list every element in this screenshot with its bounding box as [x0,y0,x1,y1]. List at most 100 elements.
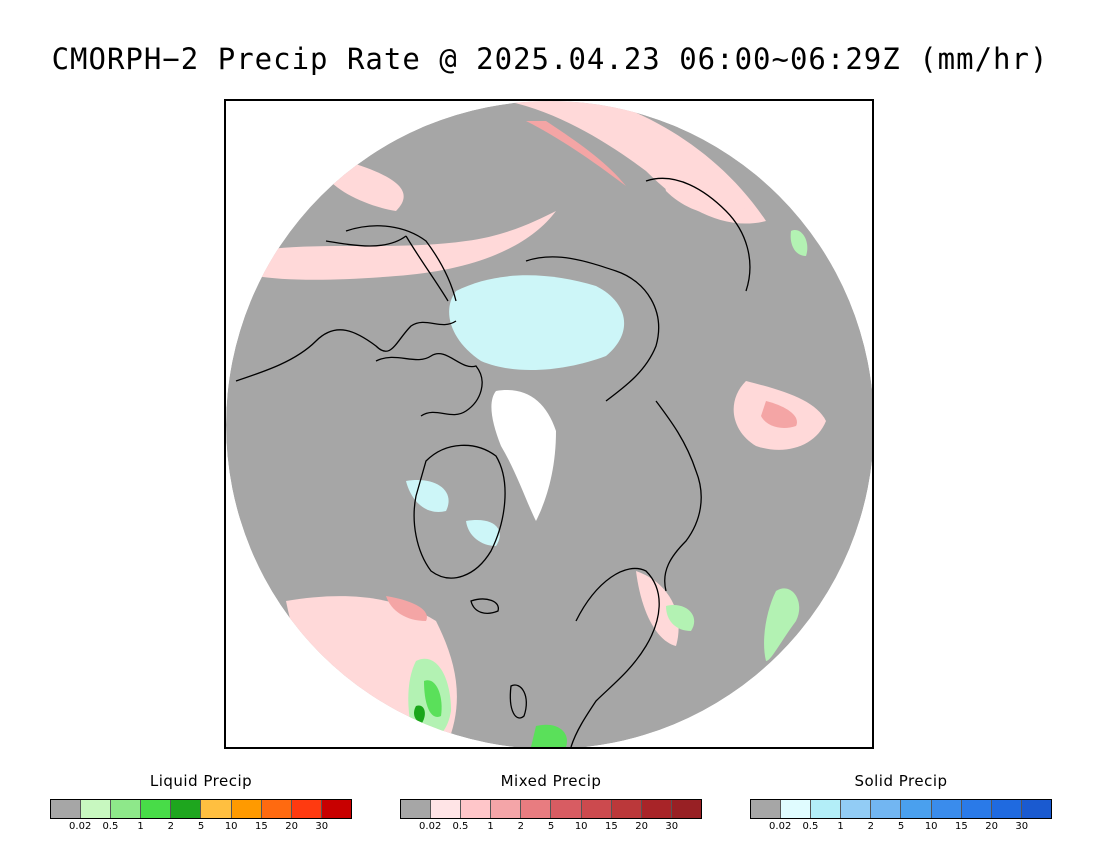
legend-liquid-swatch [321,800,351,818]
legend-solid-swatch [901,800,932,818]
legend-mixed-title: Mixed Precip [500,772,602,790]
map-title: CMORPH−2 Precip Rate @ 2025.04.23 06:00~… [51,42,1049,76]
legend-solid-tick-label: 1 [837,821,844,832]
legend-solid-swatch [841,800,872,818]
coastline-greenland [413,444,506,579]
precip-map [224,99,874,749]
legend-mixed-swatch [491,800,522,818]
legend-solid-swatch [871,800,902,818]
legend-solid-tick-label: 2 [867,821,874,832]
coastlines [235,177,751,747]
legend-mixed-tick-label: 15 [605,821,618,832]
legend-liquid-swatch [111,800,142,818]
legend-solid-tick-label: 0.5 [802,821,819,832]
legend-liquid-tick-label: 0.5 [102,821,119,832]
legend-liquid-colorbar [50,799,352,819]
legend-solid-swatch [991,800,1022,818]
mixed-precip-core-southwest [386,596,427,621]
solid-precip-arctic-light [449,275,625,371]
legend-liquid-swatch [171,800,202,818]
solid-precip-greenland-light [406,480,449,512]
legend-mixed-tick-label: 5 [547,821,555,832]
legend-liquid-tick-label: 20 [285,821,298,832]
coastline-siberia [525,256,660,402]
legend-mixed-tick-label: 0.02 [419,821,442,832]
legend-liquid-swatch [51,800,82,818]
legend-liquid-swatch [231,800,262,818]
legend-mixed-swatch [521,800,552,818]
liquid-precip-atlantic-mid [424,680,442,717]
coastline-far-east [645,177,751,292]
legend-mixed: Mixed Precip 0.02 0.5 1 2 5 10 15 20 30 [400,772,702,835]
coastline-russia-north [655,400,702,592]
mixed-precip-band-northeast [656,151,746,215]
liquid-precip-areas [408,230,808,747]
liquid-precip-europe-mid [531,724,567,747]
legend-liquid-tick-label: 30 [315,821,329,832]
legend-solid-tick-label: 20 [985,821,998,832]
legend-mixed-swatch [461,800,492,818]
legend-liquid-swatch [141,800,172,818]
legend-solid-tick-label: 30 [1015,821,1029,832]
legend-mixed-swatch [581,800,612,818]
legend-mixed-swatch [611,800,642,818]
legend-solid-tick-label: 0.02 [769,821,792,832]
legend-liquid-ticks: 0.02 0.5 1 2 5 10 15 20 30 [50,821,352,835]
coastline-north-america [235,320,457,382]
liquid-precip-east-light [790,230,808,256]
legend-mixed-swatch [401,800,432,818]
liquid-precip-russia-light [666,605,695,631]
mixed-precip-areas [256,101,826,747]
liquid-precip-siberia-light [764,588,800,661]
legend-solid-swatch [781,800,812,818]
legend-liquid-tick-label: 5 [197,821,205,832]
legend-mixed-colorbar [400,799,702,819]
legend-solid-swatch [931,800,962,818]
legend-solid-swatch [811,800,842,818]
legend-mixed-tick-label: 30 [665,821,679,832]
legend-mixed-swatch [431,800,462,818]
mixed-precip-band-scandinavia [636,571,679,646]
legend-mixed-tick-label: 20 [635,821,648,832]
legend-liquid-swatch [81,800,112,818]
legend-liquid: Liquid Precip 0.02 0.5 1 2 5 10 15 20 30 [50,772,352,835]
legend-liquid-title: Liquid Precip [149,772,253,790]
legend-liquid-swatch [261,800,292,818]
legend-mixed-swatch [641,800,672,818]
coastline-alaska [345,225,457,302]
legend-mixed-tick-label: 10 [574,821,588,832]
solid-precip-areas [406,275,625,546]
mixed-precip-core-east [761,401,797,428]
legend-solid-tick-label: 10 [924,821,938,832]
coastline-scandinavia [570,567,660,747]
solid-precip-baffin-light [466,520,500,546]
coastline-iceland [470,598,499,614]
legend-solid-swatch [751,800,782,818]
liquid-precip-atlantic-dark [414,705,425,723]
coastline-canadian-archipelago [375,353,483,417]
legend-solid-ticks: 0.02 0.5 1 2 5 10 15 20 30 [750,821,1052,835]
legend-mixed-ticks: 0.02 0.5 1 2 5 10 15 20 30 [400,821,702,835]
legend-solid-colorbar [750,799,1052,819]
legend-solid-tick-label: 5 [897,821,905,832]
border-asia-america [405,235,449,302]
legend-liquid-tick-label: 0.02 [69,821,92,832]
mixed-precip-band-west [256,211,556,280]
legend-liquid-swatch [291,800,322,818]
legend-solid-swatch [961,800,992,818]
legend-liquid-tick-label: 1 [137,821,144,832]
legend-liquid-tick-label: 15 [255,821,268,832]
legend-mixed-tick-label: 1 [487,821,494,832]
legend-mixed-swatch [551,800,582,818]
coastline-alaska-south [325,235,407,247]
legend-solid-tick-label: 15 [955,821,968,832]
legend-mixed-tick-label: 0.5 [452,821,469,832]
legend-solid-title: Solid Precip [854,772,948,790]
legend-liquid-tick-label: 2 [167,821,174,832]
legend-mixed-tick-label: 2 [517,821,524,832]
legend-mixed-swatch [671,800,701,818]
legend-solid-swatch [1021,800,1051,818]
legend-liquid-swatch [201,800,232,818]
legend-liquid-tick-label: 10 [224,821,238,832]
solid-precip-arctic-white [491,390,556,521]
